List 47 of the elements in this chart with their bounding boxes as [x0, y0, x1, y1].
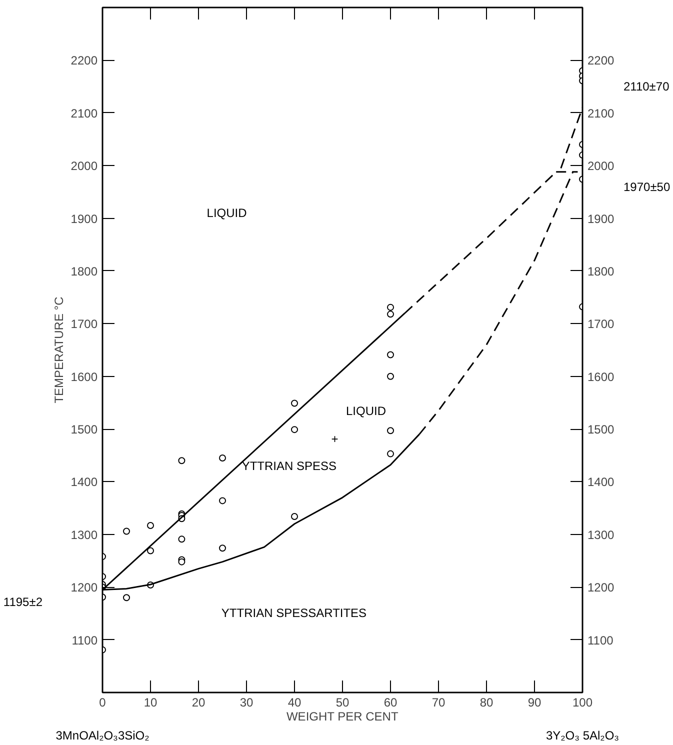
y2-tick-label: 2200 [588, 54, 615, 68]
x-tick-label: 50 [336, 696, 350, 710]
x-tick-label: 30 [240, 696, 254, 710]
x-tick-label: 10 [144, 696, 158, 710]
y-tick-label: 1600 [70, 370, 98, 384]
y-axis-title: TEMPERATURE °C [52, 296, 66, 404]
x-tick-label: 0 [99, 696, 106, 710]
y-tick-label: 1900 [70, 212, 98, 226]
x-tick-label: 40 [288, 696, 302, 710]
y-tick-label: 1100 [72, 633, 98, 648]
text: 3MnOAl₂O₃3SiO₂ [56, 728, 150, 742]
y2-tick-label: 1400 [588, 475, 615, 490]
y2-tick-label: 1100 [588, 633, 614, 648]
y2-tick-label: 2100 [588, 106, 615, 120]
y2-tick-label: 2000 [588, 159, 615, 174]
x-tick-label: 80 [480, 696, 494, 710]
y-tick-label: 1400 [70, 475, 98, 490]
y-tick-label: 2000 [70, 159, 98, 174]
text: 3Y₂O₃ 5Al₂O₃ [546, 728, 620, 742]
y2-tick-label: 1500 [588, 422, 615, 437]
y2-tick-label: 1900 [588, 212, 615, 226]
y-tick-label: 1200 [70, 580, 98, 595]
y-tick-label: 1500 [70, 422, 98, 437]
x-tick-label: 20 [192, 696, 206, 710]
annotation: YTTRIAN SPESSARTITES [221, 606, 367, 620]
annotation: YTTRIAN SPESS [242, 458, 337, 473]
y2-tick-label: 1200 [588, 580, 615, 595]
y2-tick-label: 1300 [588, 528, 615, 542]
x-tick-label: 90 [528, 696, 542, 710]
y2-tick-label: 1700 [588, 317, 615, 332]
y2-tick-label: 1600 [588, 370, 615, 384]
annotation: LIQUID [346, 404, 386, 418]
y-tick-label: 2200 [70, 54, 98, 68]
x-tick-label: 70 [432, 696, 446, 710]
text: 1195±2 [3, 595, 43, 610]
y-tick-label: 1800 [70, 264, 98, 278]
x-tick-label: 60 [384, 696, 398, 710]
annotation: LIQUID [206, 206, 247, 220]
text: 2110±70 [624, 79, 670, 94]
y-tick-label: 1700 [70, 317, 98, 332]
y-tick-label: 2100 [70, 106, 98, 120]
annotation: + [331, 432, 338, 446]
x-axis-title: WEIGHT PER CENT [286, 710, 399, 724]
y-tick-label: 1300 [70, 528, 98, 542]
x-tick-label: 100 [572, 696, 593, 710]
text: 1970±50 [624, 180, 670, 194]
y2-tick-label: 1800 [588, 264, 615, 278]
